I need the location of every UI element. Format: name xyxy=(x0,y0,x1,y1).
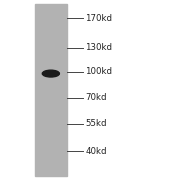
Text: 170kd: 170kd xyxy=(86,14,112,23)
Text: 55kd: 55kd xyxy=(86,119,107,128)
Text: 130kd: 130kd xyxy=(86,43,112,52)
Text: 100kd: 100kd xyxy=(86,67,112,76)
Bar xyxy=(35,4,67,176)
Text: 70kd: 70kd xyxy=(86,93,107,102)
Ellipse shape xyxy=(42,70,59,77)
Text: 40kd: 40kd xyxy=(86,147,107,156)
